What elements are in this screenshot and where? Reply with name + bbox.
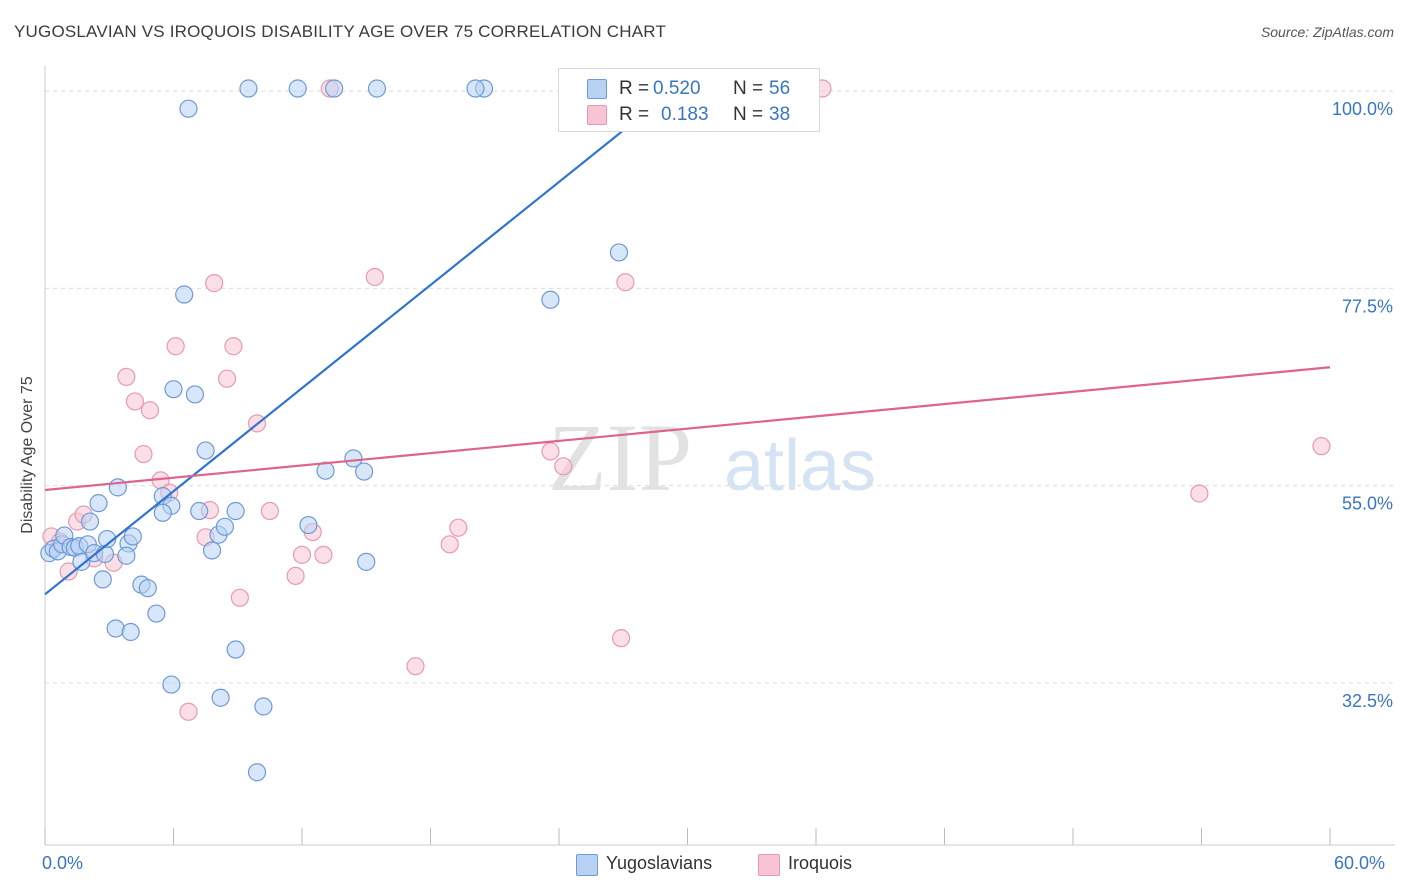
iroquois-point [292,545,312,564]
iroquois-points [42,79,1331,721]
iroquois-trend-line [44,366,1331,492]
y-tick-labels: 32.5% 55.0% 77.5% 100.0% [1332,99,1393,711]
iroquois-point [1190,484,1209,503]
yugoslavian-point [162,675,181,694]
y-axis-label: Disability Age Over 75 [19,376,36,534]
yugoslavian-point [367,79,387,98]
yugoslavian-point [175,285,194,304]
yugoslavian-trend-line [44,78,689,596]
yugoslavian-point [355,462,374,481]
watermark: ZIP atlas [548,404,876,511]
axes [44,66,1395,846]
iroquois-point [205,274,224,293]
iroquois-point [406,657,425,676]
iroquois-point [217,369,237,388]
iroquois-point [440,535,459,554]
legend-swatch-pink [587,105,607,125]
iroquois-point [286,566,305,585]
iroquois-point [616,273,635,292]
iroquois-point [1312,437,1331,456]
yugoslavian-point [541,290,560,309]
iroquois-point [166,337,185,356]
yugoslavian-point [89,494,108,513]
yugoslavian-point [196,441,215,460]
iroquois-point [230,588,249,607]
iroquois-point [125,392,145,411]
yugoslavian-point [247,763,267,782]
source-label: Source: ZipAtlas.com [1260,24,1394,40]
yugoslavian-point [466,79,485,98]
iroquois-point [554,457,573,476]
iroquois-point [365,267,384,287]
yugoslavian-point [190,501,209,521]
yugoslavian-point [288,79,307,98]
series-label: Yugoslavians [606,853,713,873]
legend-r-label: R = [619,78,650,99]
yugoslavian-point [95,544,115,564]
series-label: Iroquois [788,853,853,873]
iroquois-point [541,442,560,461]
trend-lines [44,78,1331,596]
iroquois-point [260,501,279,521]
correlation-legend: R = 0.520 N = 56 R = 0.183 N = 38 [558,68,820,132]
yugoslavian-point [98,529,117,549]
yugoslavian-point [202,541,222,560]
iroquois-point [449,518,468,537]
yugoslavian-point [80,512,100,531]
yugoslavian-point [138,579,157,598]
iroquois-point [314,545,333,564]
chart-title: YUGOSLAVIAN VS IROQUOIS DISABILITY AGE O… [14,22,667,41]
legend-n-value: 38 [769,104,791,125]
y-tick-label: 32.5% [1342,691,1393,711]
yugoslavian-point [121,622,140,642]
series-legend: Yugoslavians Iroquois [0,852,1406,878]
yugoslavian-point [123,527,142,546]
yugoslavian-point [147,604,166,623]
legend-n-value: 56 [769,78,791,99]
yugoslavian-point [106,619,125,638]
yugoslavian-point [117,546,136,565]
y-tick-label: 77.5% [1342,296,1393,316]
yugoslavian-point [153,503,172,522]
yugoslavian-point [226,501,245,521]
watermark-zip: ZIP [548,404,692,511]
yugoslavian-point [215,517,234,536]
iroquois-point [117,367,136,387]
iroquois-point [140,401,160,420]
x-tick-label-max: 60.0% [1334,853,1386,873]
legend-n-label: N = [733,104,764,125]
yugoslavian-point [239,79,258,98]
iroquois-point [612,629,631,648]
series-swatch-blue [576,854,598,876]
legend-r-value: 0.520 [653,78,701,99]
yugoslavian-point [344,449,363,468]
legend-r-label: R = [619,104,650,125]
iroquois-point [134,444,153,464]
yugoslavian-point [164,380,183,399]
series-swatch-pink [758,854,780,876]
yugoslavian-point [357,552,376,571]
yugoslavian-point [325,79,344,98]
y-tick-label: 100.0% [1332,99,1393,119]
yugoslavian-point [93,570,112,589]
yugoslavian-point [72,552,91,571]
iroquois-point [59,562,78,581]
y-tick-label: 55.0% [1342,494,1393,514]
yugoslavian-point [254,697,273,716]
yugoslavian-point [609,243,629,262]
yugoslavian-point [226,640,245,659]
legend-n-label: N = [733,78,764,99]
iroquois-point [224,337,243,356]
yugoslavian-point [211,688,230,707]
yugoslavian-point [179,99,198,118]
yugoslavian-point [185,385,205,404]
watermark-atlas: atlas [724,426,876,506]
x-tick-label-min: 0.0% [42,853,84,873]
legend-swatch-blue [587,79,607,99]
yugoslavian-point [299,515,318,535]
yugoslavian-points [40,79,629,782]
iroquois-point [179,702,198,721]
legend-r-value: 0.183 [661,104,709,125]
